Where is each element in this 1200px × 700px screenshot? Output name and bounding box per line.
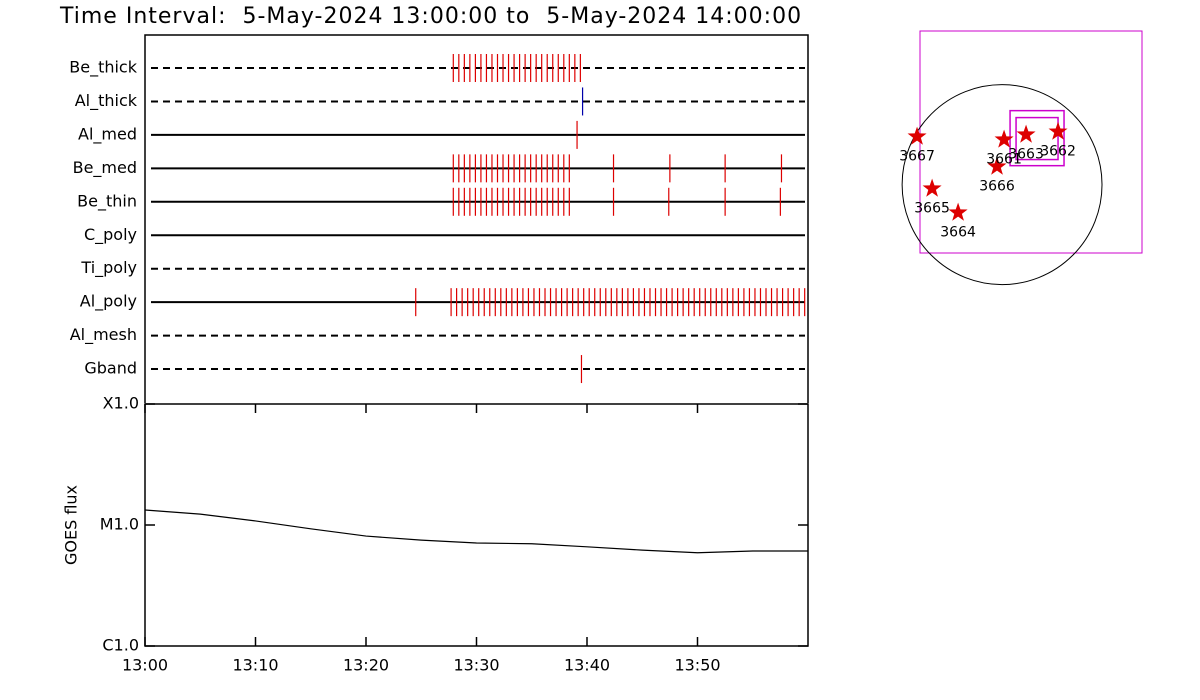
x-tick-label: 13:20 xyxy=(343,656,389,675)
y-tick-label: C1.0 xyxy=(102,636,139,655)
fov-box xyxy=(1015,116,1059,161)
row-label: Be_thick xyxy=(69,58,137,78)
goes-curve xyxy=(144,509,808,554)
row-label: Gband xyxy=(84,359,137,378)
row-label: Al_poly xyxy=(80,292,137,312)
region-star xyxy=(1048,121,1068,140)
region-label: 3667 xyxy=(899,149,935,165)
region-label: 3663 xyxy=(1008,147,1044,163)
region-label: 3666 xyxy=(979,179,1015,195)
row-label: Be_med xyxy=(73,158,137,178)
row-label: C_poly xyxy=(84,225,137,245)
region-star xyxy=(948,202,968,221)
region-label: 3664 xyxy=(940,225,976,241)
row-label: Be_thin xyxy=(77,191,137,211)
solar-limb xyxy=(901,84,1103,286)
row-label: Al_thick xyxy=(75,91,138,111)
y-tick-label: X1.0 xyxy=(103,394,139,413)
x-tick-label: 13:00 xyxy=(122,656,168,675)
chart-title: Time Interval: 5-May-2024 13:00:00 to 5-… xyxy=(59,4,802,29)
row-label: Al_med xyxy=(78,124,137,144)
row-label: Ti_poly xyxy=(80,258,137,278)
region-star xyxy=(987,156,1007,175)
x-tick-label: 13:40 xyxy=(564,656,610,675)
region-label: 3661 xyxy=(986,152,1022,168)
region-star xyxy=(994,129,1014,148)
x-tick-label: 13:50 xyxy=(674,656,720,675)
x-tick-label: 13:10 xyxy=(232,656,278,675)
region-label: 3662 xyxy=(1040,144,1076,160)
axis-frame xyxy=(144,34,809,403)
y-tick-label: M1.0 xyxy=(100,515,139,534)
region-star xyxy=(922,178,942,197)
y-axis-label: GOES flux xyxy=(62,485,81,565)
region-star xyxy=(1016,124,1036,143)
region-label: 3665 xyxy=(914,201,950,217)
row-label: Al_mesh xyxy=(70,325,137,345)
region-star xyxy=(907,126,927,145)
x-tick-label: 13:30 xyxy=(453,656,499,675)
plot-frame xyxy=(144,403,809,647)
